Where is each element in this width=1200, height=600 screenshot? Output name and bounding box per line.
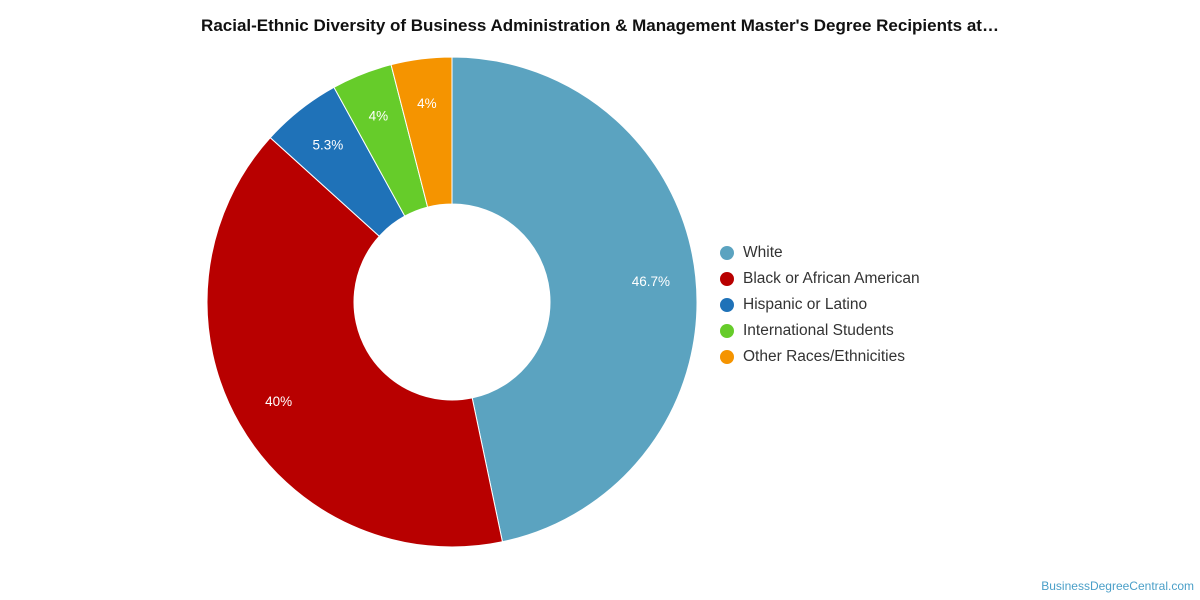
slice-label-international-students: 4% [369,109,389,124]
legend-label: Other Races/Ethnicities [743,348,905,365]
slice-label-other-races-ethnicities: 4% [417,96,437,111]
slice-label-white: 46.7% [632,274,670,289]
legend-item-white[interactable]: White [720,240,920,266]
slice-other-races-ethnicities [390,56,453,208]
chart-legend: White Black or African American Hispanic o… [720,240,920,370]
slice-white [451,56,698,543]
chart-title: Racial-Ethnic Diversity of Business Admi… [201,16,999,35]
legend-label: White [743,244,783,261]
slice-label-hispanic-or-latino: 5.3% [313,138,344,153]
slices-group [206,56,698,548]
legend-label: Hispanic or Latino [743,296,868,313]
slice-label-black-or-african-american: 40% [265,394,292,409]
legend-item-black-or-african-american[interactable]: Black or African American [720,266,920,292]
slice-black-or-african-american [206,136,504,548]
legend-item-hispanic-or-latino[interactable]: Hispanic or Latino [720,292,920,318]
source-watermark: BusinessDegreeCentral.com [1041,579,1194,593]
legend-swatch-icon [720,272,734,286]
legend-swatch-icon [720,350,734,364]
legend-item-other-races-ethnicities[interactable]: Other Races/Ethnicities [720,344,920,370]
legend-label: International Students [743,322,894,339]
legend-swatch-icon [720,324,734,338]
legend-swatch-icon [720,298,734,312]
slice-labels-group: 46.7% 40% 5.3% 4% 4% [265,96,670,409]
legend-label: Black or African American [743,270,920,287]
legend-item-international-students[interactable]: International Students [720,318,920,344]
legend-swatch-icon [720,246,734,260]
